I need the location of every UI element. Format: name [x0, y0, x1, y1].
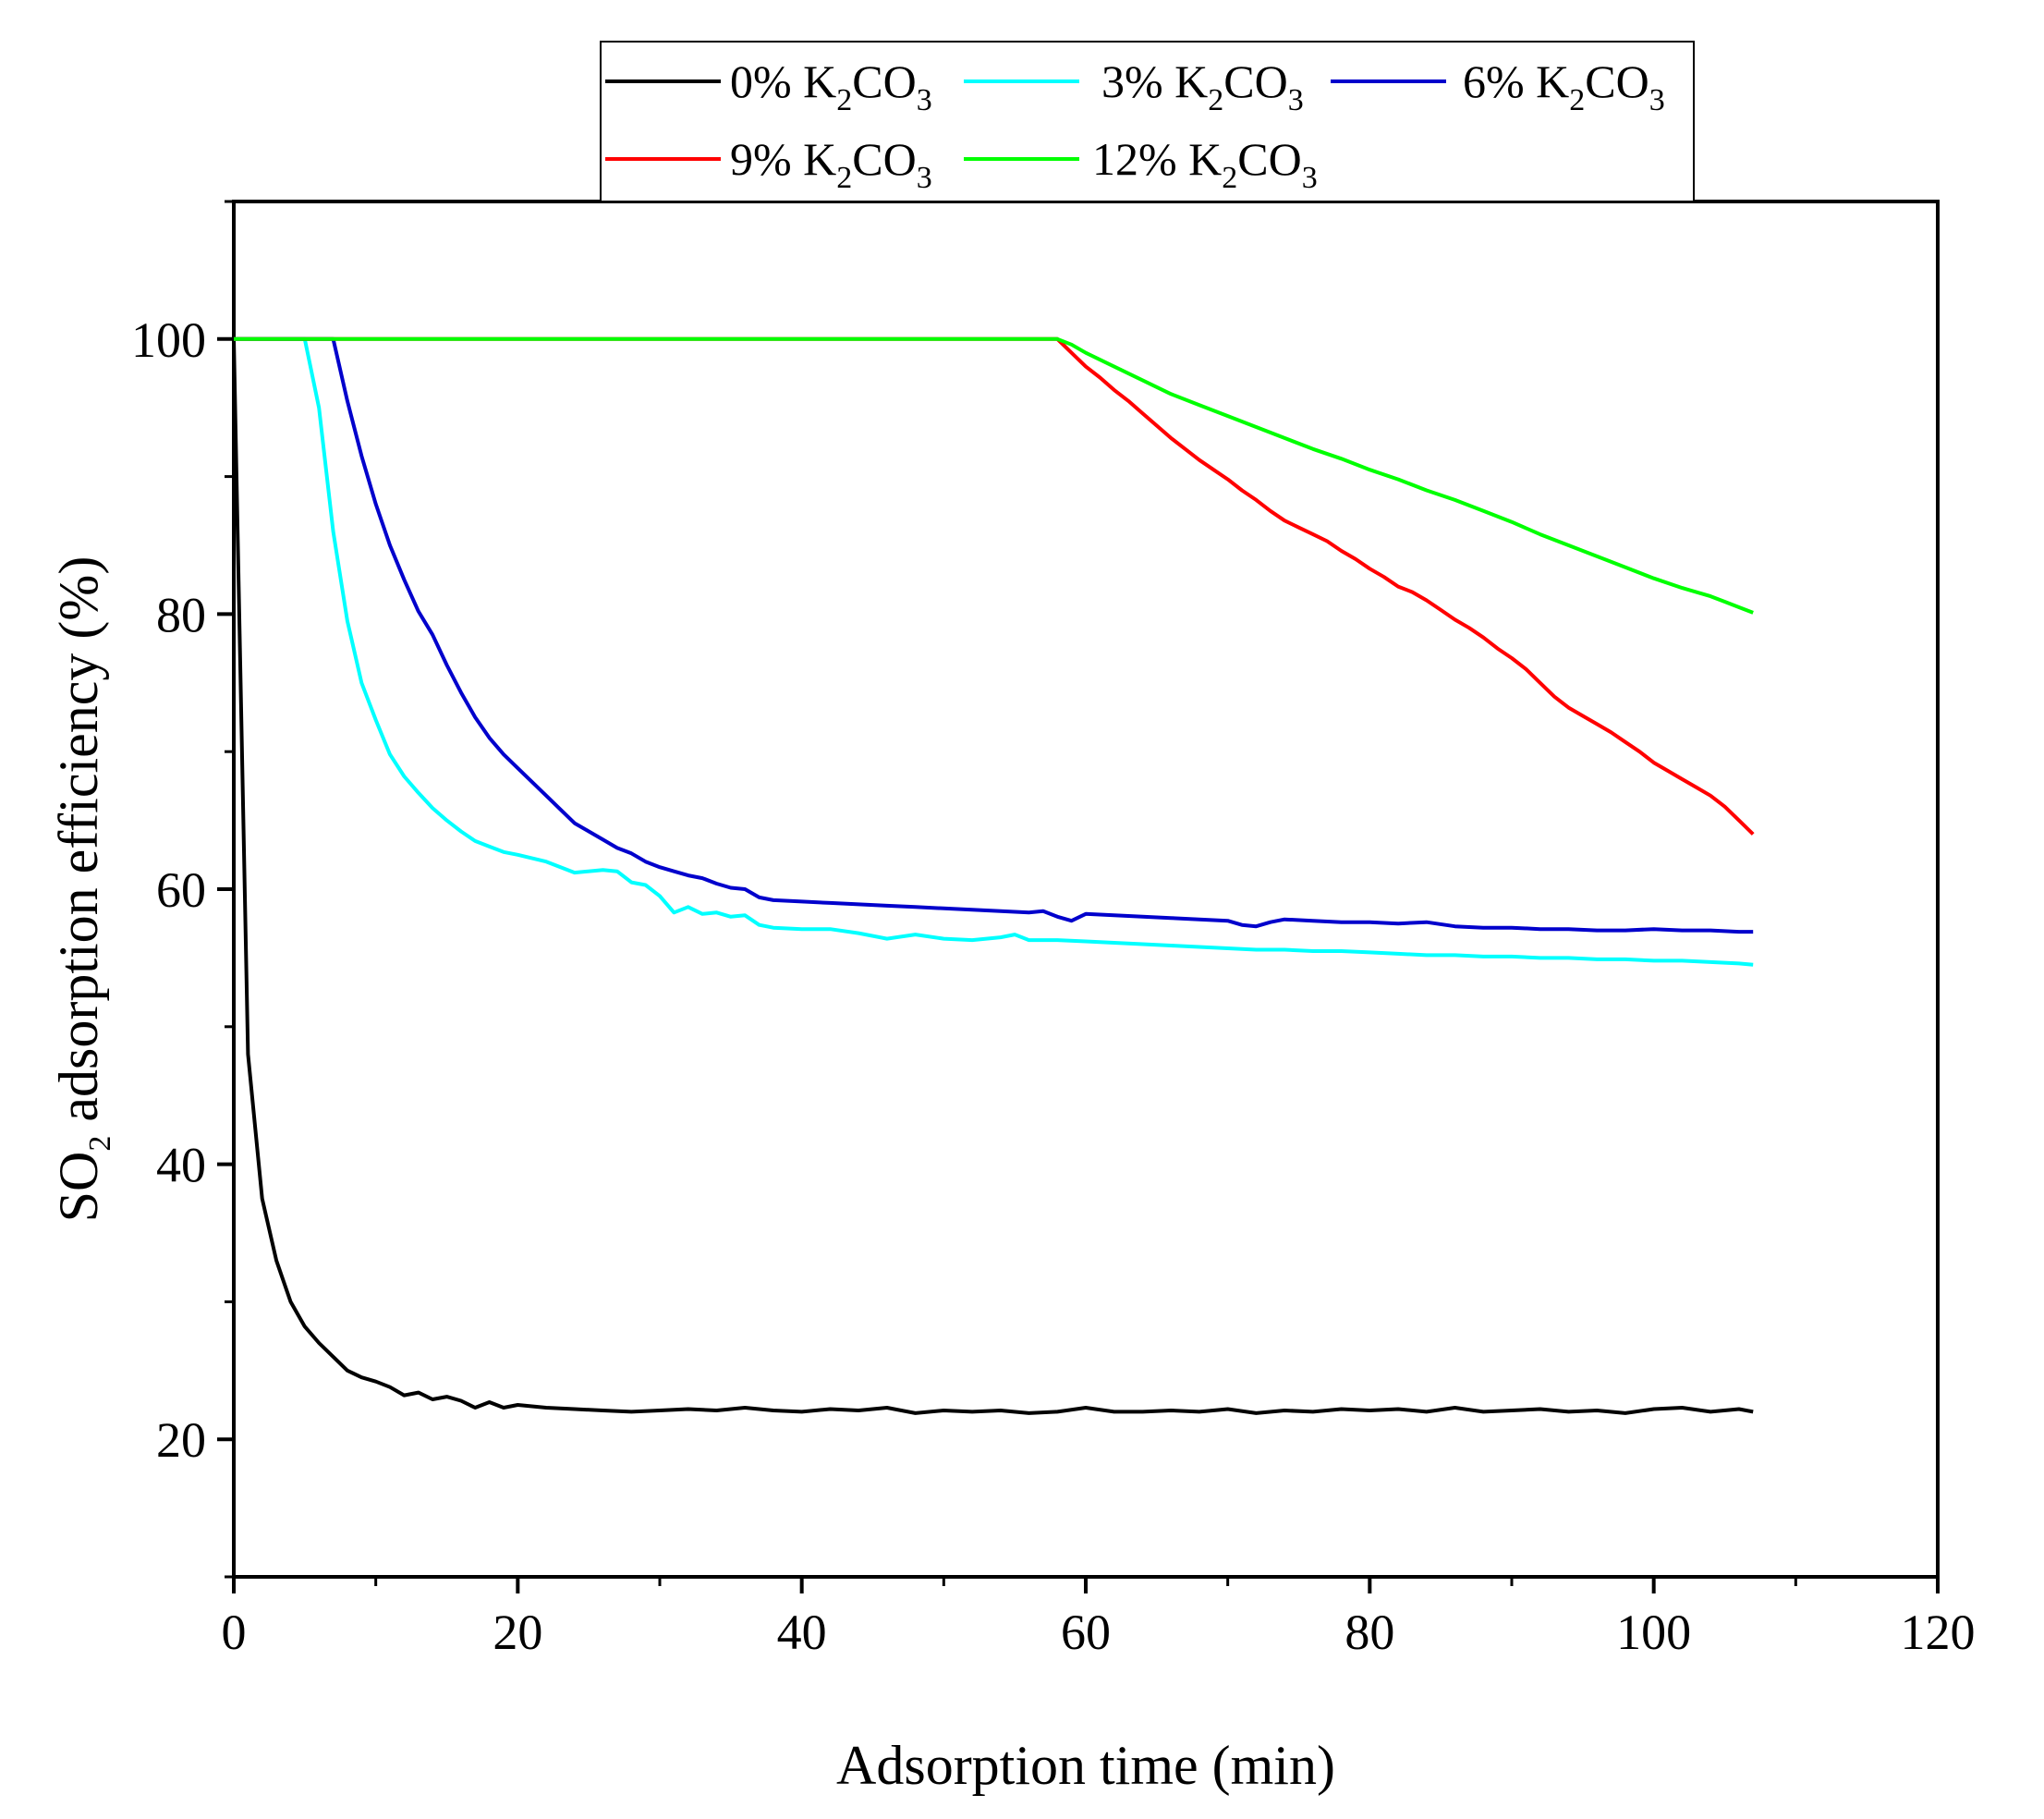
y-tick-label-20: 20 [156, 1412, 206, 1468]
y-axis-title: SO2 adsorption efficiency (%) [48, 556, 117, 1223]
x-tick-label-0: 0 [222, 1605, 247, 1660]
legend-box [600, 41, 1695, 202]
y-axis-title-subscript: 2 [83, 1136, 117, 1152]
series-line-2 [234, 336, 1754, 934]
legend-items: 0% K2CO3 3% K2CO3 6% K2CO3 9% K2CO3 12% K2C… [605, 55, 1665, 195]
y-tick-label-80: 80 [156, 587, 206, 642]
y-axis-title-prefix: SO [48, 1152, 109, 1223]
series-line-3 [234, 336, 1755, 836]
y-tick-label-40: 40 [156, 1138, 206, 1193]
series-line-0 [232, 338, 1754, 1415]
legend-label-4: 12% K2CO3 [1092, 133, 1318, 195]
tick-layer: 0 20 40 60 80 100 120 20 40 60 80 100 [131, 200, 1976, 1660]
svg-text:SO2 adsorption efficiency (%): SO2 adsorption efficiency (%) [48, 556, 117, 1223]
y-tick-label-60: 60 [156, 862, 206, 918]
x-tick-label-100: 100 [1616, 1605, 1691, 1660]
y-axis-title-suffix: adsorption efficiency (%) [48, 556, 109, 1136]
series-line-4 [234, 336, 1754, 615]
y-tick-label-100: 100 [131, 312, 206, 368]
legend-label-0: 0% K2CO3 [730, 55, 932, 117]
legend: 0% K2CO3 3% K2CO3 6% K2CO3 9% K2CO3 12% K2C… [600, 41, 1695, 202]
x-tick-label-60: 60 [1061, 1605, 1111, 1660]
x-tick-label-80: 80 [1344, 1605, 1394, 1660]
legend-label-2: 6% K2CO3 [1463, 55, 1665, 117]
x-tick-label-20: 20 [493, 1605, 542, 1660]
legend-label-1: 3% K2CO3 [1101, 55, 1304, 117]
plot-area: 0 20 40 60 80 100 120 20 40 60 80 100 [131, 200, 1976, 1660]
x-tick-label-120: 120 [1901, 1605, 1976, 1660]
series-line-1 [234, 336, 1754, 967]
legend-label-3: 9% K2CO3 [730, 133, 932, 195]
series-layer [232, 336, 1755, 1415]
x-tick-label-40: 40 [777, 1605, 827, 1660]
plot-frame [232, 200, 1940, 1579]
x-axis-title: Adsorption time (min) [836, 1735, 1335, 1796]
